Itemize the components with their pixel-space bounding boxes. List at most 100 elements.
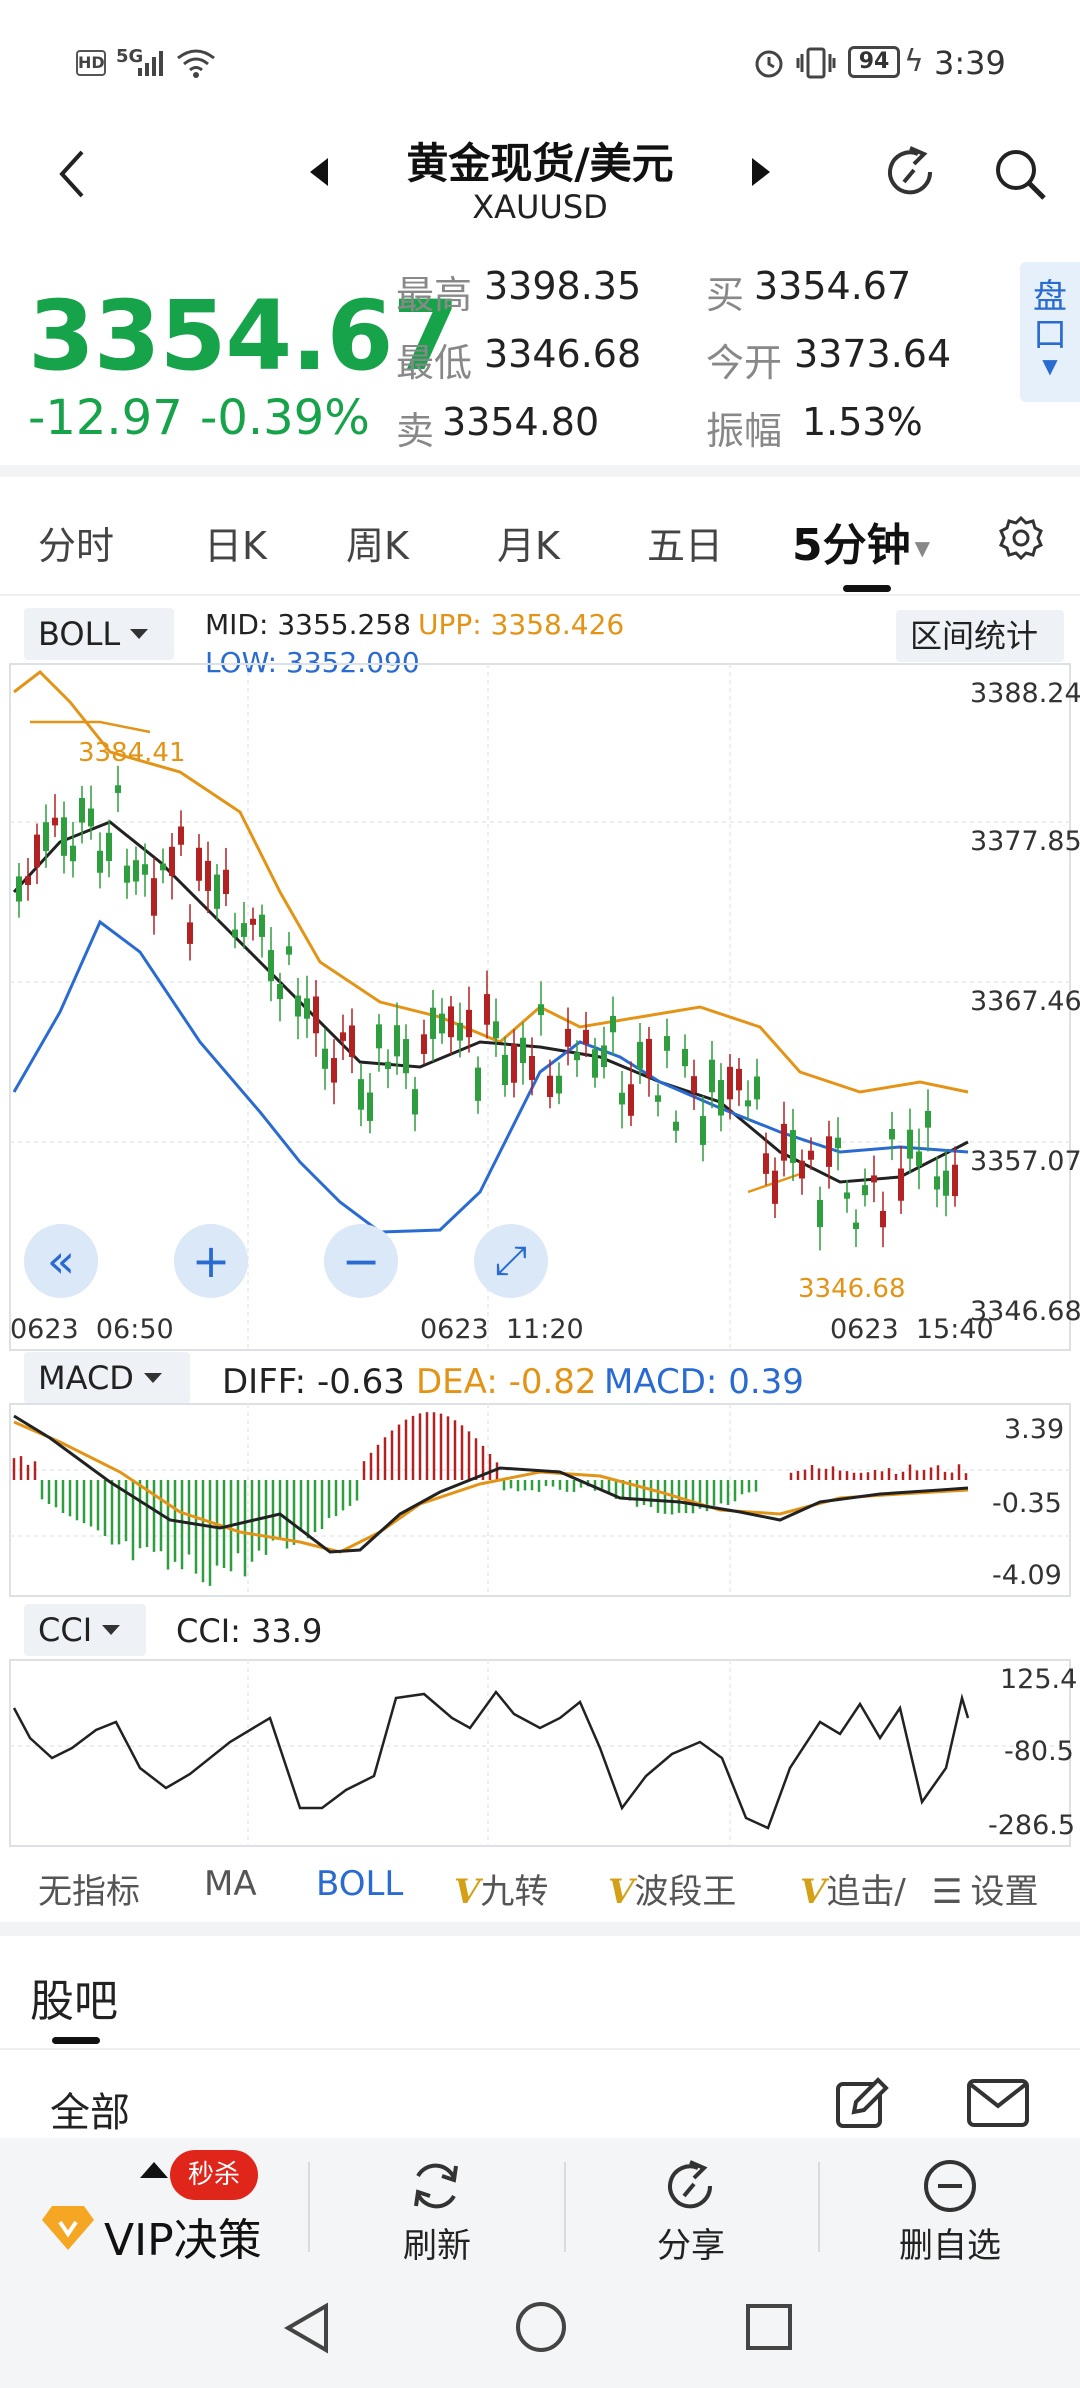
- candlestick-chart[interactable]: [0, 662, 1080, 1352]
- back-icon[interactable]: [52, 144, 92, 204]
- candle-body: [736, 1068, 742, 1091]
- tab-5min-label: 5分钟: [792, 520, 911, 571]
- price-change-pct: -0.39%: [200, 390, 370, 446]
- candle-body: [745, 1100, 751, 1107]
- amplitude-value: 1.53%: [802, 400, 923, 444]
- signal-type: 5G: [116, 46, 144, 67]
- candle-body: [718, 1080, 724, 1116]
- indicator-boduanwang[interactable]: V波段王: [608, 1864, 736, 1913]
- y-tick-label: 3367.46: [970, 986, 1080, 1017]
- low-value: 3346.68: [484, 332, 642, 376]
- signal-bars-icon: [138, 51, 163, 76]
- network-type: HD: [78, 53, 105, 72]
- refresh-button[interactable]: 刷新: [312, 2138, 562, 2268]
- macd-indicator-select[interactable]: MACD: [24, 1352, 190, 1404]
- candle-body: [520, 1037, 526, 1064]
- tab-five-day[interactable]: 五日: [647, 524, 724, 568]
- share-refresh-icon[interactable]: [880, 142, 944, 206]
- candle-body: [565, 1028, 571, 1047]
- y-tick-label: -4.09: [992, 1560, 1062, 1591]
- remove-favorite-button[interactable]: 删自选: [820, 2138, 1080, 2268]
- next-icon[interactable]: [748, 154, 774, 190]
- candle-body: [619, 1092, 625, 1105]
- edit-icon[interactable]: [834, 2074, 892, 2132]
- scroll-left-button[interactable]: «: [24, 1224, 98, 1298]
- gear-icon[interactable]: [996, 513, 1046, 563]
- candle-body: [259, 914, 265, 937]
- candle-body: [367, 1092, 373, 1121]
- fullscreen-button[interactable]: ⤢: [474, 1224, 548, 1298]
- pankou-button[interactable]: 盘口 ▼: [1020, 262, 1080, 402]
- divider: [0, 465, 1080, 477]
- nav-back-icon[interactable]: [282, 2300, 332, 2356]
- indicator-none[interactable]: 无指标: [38, 1872, 140, 1912]
- symbol-code: XAUUSD: [472, 188, 608, 226]
- mail-icon[interactable]: [966, 2078, 1030, 2128]
- clock: 3:39: [934, 44, 1006, 82]
- candle-body: [16, 876, 22, 902]
- nav-home-icon[interactable]: [514, 2300, 568, 2354]
- candle-body: [322, 1048, 328, 1069]
- candle-body: [466, 1009, 472, 1038]
- candle-body: [412, 1089, 418, 1115]
- candle-body: [457, 1022, 463, 1041]
- divider: [818, 2162, 820, 2252]
- candle-body: [475, 1067, 481, 1101]
- wifi-icon: [177, 49, 215, 78]
- indicator-boll[interactable]: BOLL: [316, 1864, 404, 1904]
- tab-indicator: [843, 585, 891, 592]
- candle-body: [646, 1038, 652, 1078]
- candle-body: [529, 1056, 535, 1080]
- indicator-jiuzhuan[interactable]: V九转: [454, 1864, 548, 1913]
- candle-body: [943, 1170, 949, 1196]
- share-label: 分享: [657, 2226, 725, 2266]
- main-indicator-select[interactable]: BOLL: [24, 608, 174, 660]
- boll-upp-label: UPP:: [418, 608, 482, 641]
- candle-body: [709, 1059, 715, 1093]
- boll-upp-legend: UPP: 3358.426: [418, 608, 624, 641]
- prev-icon[interactable]: [306, 154, 332, 190]
- candle-body: [403, 1039, 409, 1074]
- cci-value: 33.9: [251, 1612, 323, 1650]
- flash-sale-badge: 秒杀: [170, 2150, 258, 2200]
- cci-legend: CCI: 33.9: [176, 1612, 322, 1650]
- tab-monthly-k[interactable]: 月K: [497, 524, 560, 568]
- tab-5min[interactable]: 5分钟 ▼: [792, 509, 930, 573]
- zoom-out-button[interactable]: −: [324, 1224, 398, 1298]
- divider: [0, 594, 1080, 596]
- indicator-ma[interactable]: MA: [204, 1864, 257, 1904]
- range-stats-button[interactable]: 区间统计: [896, 610, 1064, 662]
- indicator-jiuzhuan-label: 九转: [480, 1872, 549, 1912]
- vip-v-icon: V: [608, 1872, 635, 1912]
- tab-weekly-k[interactable]: 周K: [346, 524, 409, 568]
- candle-body: [187, 922, 193, 944]
- indicator-settings[interactable]: ☰ 设置: [926, 1864, 1039, 1913]
- cci-indicator-select[interactable]: CCI: [24, 1604, 146, 1656]
- forum-title[interactable]: 股吧: [30, 1976, 118, 2027]
- candle-body: [331, 1058, 337, 1083]
- header: 黄金现货/美元 XAUUSD: [0, 120, 1080, 250]
- candle-body: [574, 1052, 580, 1061]
- zoom-in-button[interactable]: +: [174, 1224, 248, 1298]
- vip-decision-button[interactable]: 秒杀 VIP决策: [0, 2138, 305, 2268]
- vip-decision-label: VIP决策: [104, 2215, 262, 2266]
- diff-line: [13, 1414, 969, 1554]
- minus-circle-icon: [924, 2160, 976, 2212]
- search-icon[interactable]: [990, 144, 1050, 204]
- cci-chart[interactable]: [0, 1658, 1080, 1848]
- candle-body: [880, 1210, 886, 1228]
- nav-recents-icon[interactable]: [744, 2302, 794, 2352]
- remove-favorite-label: 删自选: [899, 2226, 1001, 2266]
- candle-body: [934, 1176, 940, 1190]
- alarm-icon: [755, 50, 783, 78]
- candle-body: [502, 1054, 508, 1085]
- tab-intraday[interactable]: 分时: [38, 524, 115, 568]
- tab-daily-k[interactable]: 日K: [204, 524, 267, 568]
- share-button[interactable]: 分享: [566, 2138, 816, 2268]
- macd-chart[interactable]: [0, 1402, 1080, 1598]
- forum-filter-all[interactable]: 全部: [50, 2090, 130, 2136]
- indicator-zhuiji[interactable]: V追击/: [800, 1864, 930, 1913]
- candle-body: [601, 1045, 607, 1068]
- candle-body: [286, 946, 292, 955]
- candle-body: [25, 876, 31, 885]
